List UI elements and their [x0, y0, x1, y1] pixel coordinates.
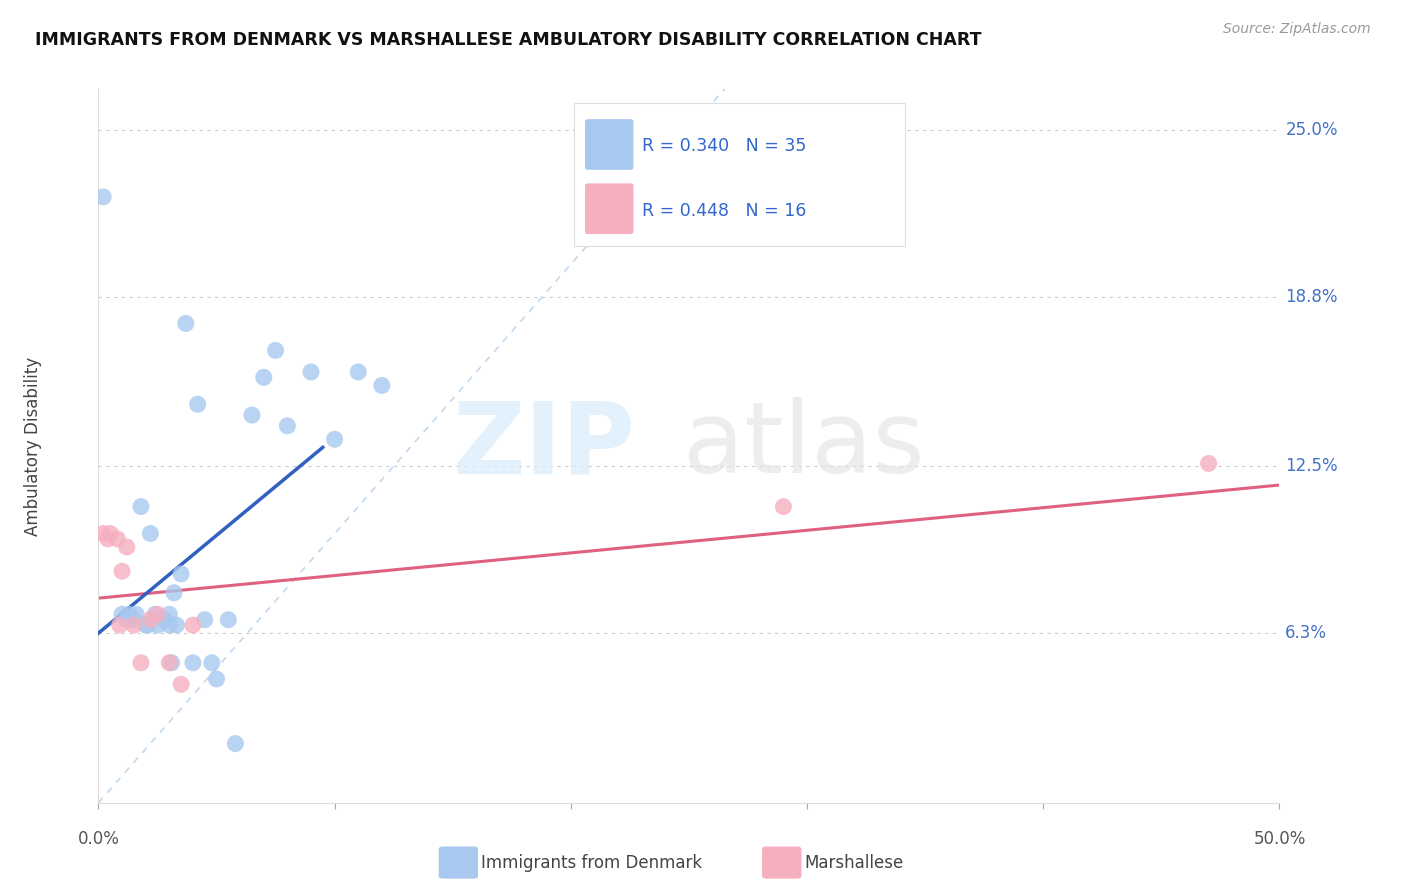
- Point: [772, 500, 794, 514]
- Point: [217, 613, 239, 627]
- Point: [347, 365, 370, 379]
- Text: Ambulatory Disability: Ambulatory Disability: [24, 357, 42, 535]
- Point: [111, 564, 134, 578]
- Point: [97, 532, 120, 546]
- Point: [136, 618, 159, 632]
- Point: [157, 607, 180, 622]
- Point: [115, 540, 138, 554]
- Point: [165, 618, 187, 632]
- Text: atlas: atlas: [683, 398, 925, 494]
- Point: [160, 656, 183, 670]
- Point: [139, 613, 162, 627]
- Point: [187, 397, 209, 411]
- Point: [146, 618, 169, 632]
- Point: [122, 613, 145, 627]
- Text: ZIP: ZIP: [453, 398, 636, 494]
- Point: [170, 566, 193, 581]
- Point: [122, 618, 145, 632]
- Point: [181, 656, 204, 670]
- Point: [91, 190, 114, 204]
- Text: 0.0%: 0.0%: [77, 830, 120, 847]
- Point: [111, 607, 134, 622]
- Point: [91, 526, 114, 541]
- Point: [174, 317, 197, 331]
- FancyBboxPatch shape: [585, 120, 634, 169]
- Text: Immigrants from Denmark: Immigrants from Denmark: [481, 854, 702, 871]
- Point: [323, 432, 346, 446]
- Point: [115, 613, 138, 627]
- Point: [1198, 457, 1220, 471]
- Point: [240, 408, 263, 422]
- Point: [135, 618, 157, 632]
- Text: Marshallese: Marshallese: [804, 854, 904, 871]
- Point: [146, 607, 169, 622]
- FancyBboxPatch shape: [585, 184, 634, 234]
- Point: [153, 613, 176, 627]
- Point: [118, 607, 141, 622]
- Point: [253, 370, 276, 384]
- Point: [205, 672, 228, 686]
- Text: 18.8%: 18.8%: [1285, 287, 1339, 306]
- Point: [181, 618, 204, 632]
- Point: [98, 526, 121, 541]
- Point: [105, 532, 128, 546]
- Point: [371, 378, 394, 392]
- Text: 6.3%: 6.3%: [1285, 624, 1327, 642]
- Point: [125, 607, 148, 622]
- Point: [108, 618, 131, 632]
- Point: [163, 586, 186, 600]
- Point: [170, 677, 193, 691]
- FancyBboxPatch shape: [575, 103, 905, 246]
- Text: R = 0.448   N = 16: R = 0.448 N = 16: [641, 202, 806, 219]
- Point: [194, 613, 217, 627]
- Point: [129, 656, 152, 670]
- Point: [157, 656, 180, 670]
- Point: [201, 656, 224, 670]
- Text: IMMIGRANTS FROM DENMARK VS MARSHALLESE AMBULATORY DISABILITY CORRELATION CHART: IMMIGRANTS FROM DENMARK VS MARSHALLESE A…: [35, 31, 981, 49]
- Text: R = 0.340   N = 35: R = 0.340 N = 35: [641, 137, 806, 155]
- Text: 12.5%: 12.5%: [1285, 458, 1339, 475]
- Point: [129, 500, 152, 514]
- Point: [276, 418, 298, 433]
- Point: [264, 343, 287, 358]
- Text: 50.0%: 50.0%: [1253, 830, 1306, 847]
- Point: [139, 526, 162, 541]
- Text: 25.0%: 25.0%: [1285, 120, 1339, 138]
- Point: [299, 365, 322, 379]
- Point: [157, 618, 180, 632]
- Point: [143, 607, 166, 622]
- Text: Source: ZipAtlas.com: Source: ZipAtlas.com: [1223, 22, 1371, 37]
- Point: [224, 737, 246, 751]
